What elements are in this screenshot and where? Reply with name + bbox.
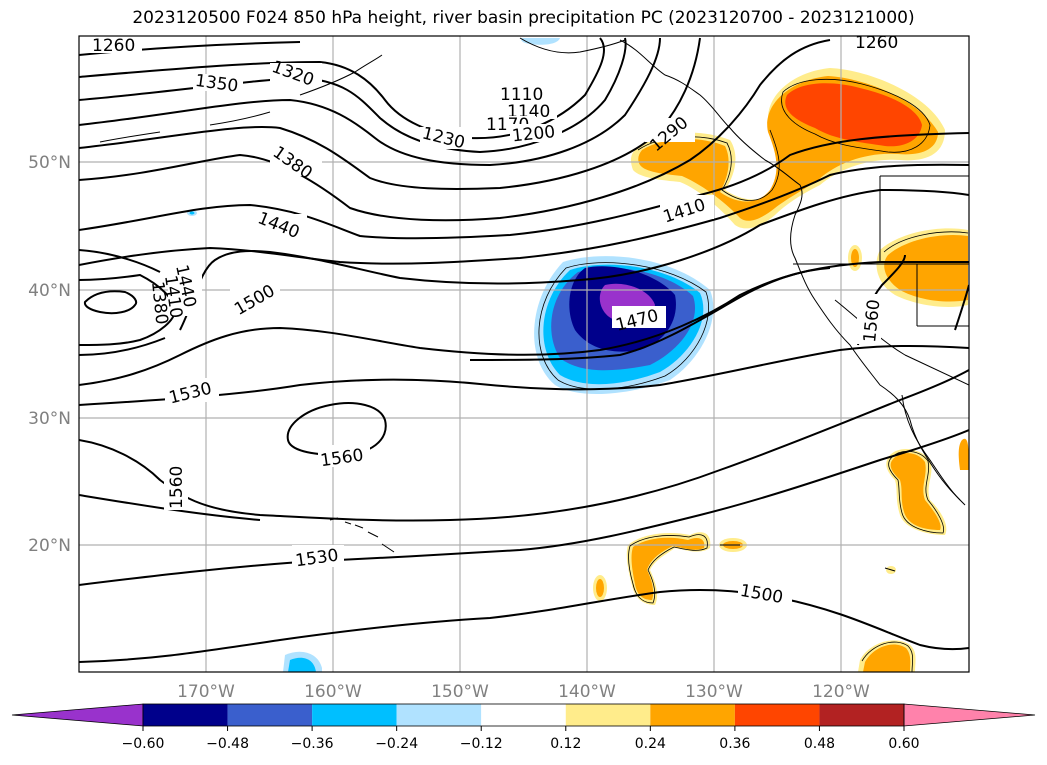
colorbar-bin xyxy=(650,704,735,726)
colorbar-extend-high xyxy=(903,703,1036,727)
plot-area: 1260 1350 1320 1230 1110 1140 1170 1200 … xyxy=(79,33,969,672)
plot-frame xyxy=(78,35,970,673)
lat-label-20n: 20°N xyxy=(28,536,71,556)
colorbar-bin xyxy=(396,704,482,726)
contour-label-1560-east: 1560 xyxy=(860,298,884,343)
lat-label-40n: 40°N xyxy=(28,281,71,301)
lon-label-140w: 140°W xyxy=(558,682,616,702)
contour-label-1260: 1260 xyxy=(92,36,135,56)
map-title: 2023120500 F024 850 hPa height, river ba… xyxy=(132,8,915,28)
contour-label-1110: 1110 xyxy=(500,85,543,105)
colorbar-extend-low xyxy=(11,703,144,727)
lat-label-50n: 50°N xyxy=(28,153,71,173)
lon-label-130w: 130°W xyxy=(685,682,743,702)
colorbar-bin xyxy=(819,704,904,726)
colorbar-bin xyxy=(734,704,820,726)
colorbar-bin xyxy=(481,704,566,726)
contour-label-1560-west: 1560 xyxy=(167,466,187,509)
colorbar-tick-label: −0.48 xyxy=(206,736,249,752)
colorbar: −0.60 −0.48 −0.36 −0.24 −0.12 0.12 0.24 0.36 0.4… xyxy=(11,703,1036,752)
lon-axis: 170°W 160°W 150°W 140°W 130°W 120°W xyxy=(177,682,870,702)
colorbar-tick-label: 0.48 xyxy=(804,736,835,752)
lon-label-120w: 120°W xyxy=(812,682,870,702)
colorbar-tick-label: −0.12 xyxy=(460,736,503,752)
coastlines xyxy=(99,37,969,572)
contour-label-1200: 1200 xyxy=(511,122,556,146)
contour-label-1260-east: 1260 xyxy=(855,33,898,53)
colorbar-bin xyxy=(565,704,651,726)
colorbar-tick-label: −0.36 xyxy=(291,736,334,752)
lat-label-30n: 30°N xyxy=(28,409,71,429)
colorbar-tick-label: 0.12 xyxy=(550,736,581,752)
colorbar-bin xyxy=(312,704,397,726)
lat-axis: 50°N 40°N 30°N 20°N xyxy=(28,153,71,556)
colorbar-tick-label: 0.60 xyxy=(888,736,919,752)
colorbar-frame xyxy=(142,703,905,727)
lon-label-160w: 160°W xyxy=(304,682,362,702)
lon-label-170w: 170°W xyxy=(177,682,235,702)
colorbar-bin xyxy=(227,704,313,726)
colorbar-tick-label: −0.60 xyxy=(122,736,165,752)
colorbar-tick-label: 0.36 xyxy=(719,736,750,752)
colorbar-tick-label: 0.24 xyxy=(635,736,666,752)
contour-label-1380-west: 1380 xyxy=(147,280,171,325)
colorbar-bin xyxy=(143,704,228,726)
colorbar-tick-label: −0.24 xyxy=(375,736,418,752)
lon-label-150w: 150°W xyxy=(431,682,489,702)
